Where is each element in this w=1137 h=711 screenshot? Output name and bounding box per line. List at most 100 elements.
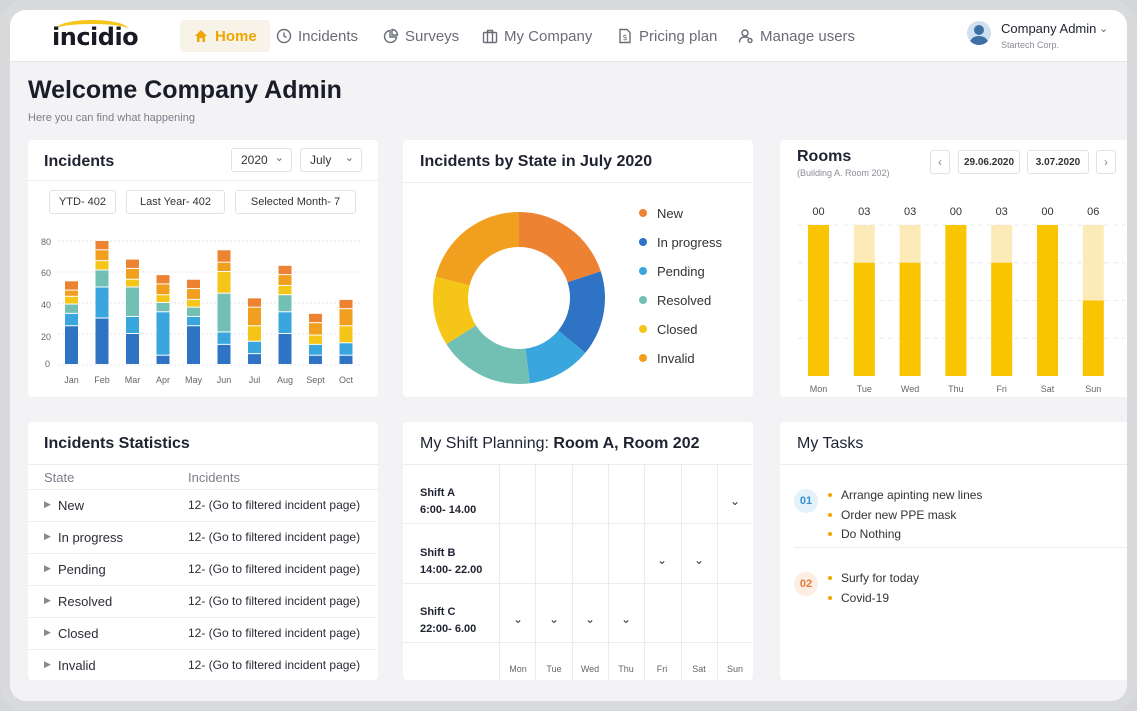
nav-surveys[interactable]: Surveys	[383, 20, 459, 52]
x-tick: May	[184, 375, 202, 385]
shift-a-label: Shift A 6:00- 14.00	[420, 485, 476, 519]
task-item[interactable]: Arrange apinting new lines	[828, 488, 982, 502]
donut-slice-invalid	[435, 212, 519, 286]
bar-segment-closed	[187, 299, 200, 307]
briefcase-icon	[482, 29, 498, 44]
bar-segment-pending	[309, 344, 322, 355]
room-value: 03	[858, 206, 870, 218]
selected-month-pill[interactable]: Selected Month- 7	[235, 190, 356, 214]
shift-check-icon[interactable]: ⌄	[693, 553, 705, 567]
incidents-title: Incidents	[44, 153, 115, 170]
donut-slice-pending	[525, 330, 586, 384]
shift-planning-card: My Shift Planning: Room A, Room 202 Shif…	[403, 422, 753, 680]
nav-incidents[interactable]: Incidents	[276, 20, 358, 52]
incidents-donut-chart	[433, 212, 605, 384]
ytd-pill[interactable]: YTD- 402	[49, 190, 116, 214]
row-incidents-link[interactable]: 12- (Go to filtered incident page)	[188, 594, 361, 608]
table-row[interactable]: ▶ Closed 12- (Go to filtered incident pa…	[28, 618, 376, 650]
chevron-right-icon: ›	[1104, 155, 1108, 169]
room-value: 00	[1041, 206, 1053, 218]
row-state: Resolved	[58, 594, 113, 609]
day-label: Sat	[692, 664, 706, 674]
divider	[403, 464, 753, 465]
room-value: 00	[950, 206, 962, 218]
bar-segment-pending	[126, 316, 139, 333]
row-incidents-link[interactable]: 12- (Go to filtered incident page)	[188, 530, 361, 544]
table-row[interactable]: ▶ New 12- (Go to filtered incident page)	[28, 490, 376, 522]
last-year-pill[interactable]: Last Year- 402	[126, 190, 225, 214]
shift-check-icon[interactable]: ⌄	[512, 612, 524, 626]
user-menu[interactable]: Company Admin Startech Corp. ⌄	[967, 18, 1117, 54]
bar-segment-closed	[278, 285, 292, 295]
year-select[interactable]: 2020 ⌄	[231, 148, 292, 172]
bar-segment-invalid	[248, 307, 261, 326]
nav-manage-users[interactable]: Manage users	[738, 20, 855, 52]
shift-check-icon[interactable]: ⌄	[620, 612, 632, 626]
row-incidents-link[interactable]: 12- (Go to filtered incident page)	[188, 658, 361, 672]
task-item[interactable]: Surfy for today	[828, 571, 919, 585]
legend-item-invalid: Invalid	[639, 350, 695, 366]
room-bar-fill	[945, 225, 967, 376]
table-row[interactable]: ▶ In progress 12- (Go to filtered incide…	[28, 522, 376, 554]
chevron-down-icon: ⌄	[1099, 23, 1109, 35]
legend-item-pending: Pending	[639, 263, 705, 279]
nav-pricing-plan[interactable]: $ Pricing plan	[617, 20, 717, 52]
svg-text:$: $	[622, 33, 627, 42]
day-label: Sat	[1041, 384, 1055, 394]
shift-check-icon[interactable]: ⌄	[584, 612, 596, 626]
column-header-state: State	[44, 470, 75, 485]
caret-right-icon: ▶	[44, 659, 51, 669]
row-state: Invalid	[58, 658, 96, 673]
day-label: Fri	[656, 664, 668, 674]
column-header-incidents: Incidents	[188, 470, 241, 485]
table-row[interactable]: ▶ Resolved 12- (Go to filtered incident …	[28, 586, 376, 618]
task-item[interactable]: Covid-19	[828, 591, 889, 605]
bar-segment-invalid	[187, 289, 200, 299]
document-dollar-icon: $	[619, 28, 631, 44]
y-tick: 80	[41, 237, 52, 247]
next-week-button[interactable]: ›	[1096, 150, 1116, 174]
date-to[interactable]: 3.07.2020	[1027, 150, 1089, 174]
y-tick: 20	[41, 332, 52, 342]
table-row[interactable]: ▶ Invalid 12- (Go to filtered incident p…	[28, 650, 376, 682]
bar-segment-resolved	[217, 293, 231, 332]
shift-b-label: Shift B 14:00- 22.00	[420, 545, 482, 579]
incidents-card: Incidents 2020 ⌄ July ⌄ YTD- 402 Last Ye…	[28, 140, 378, 397]
x-tick: Jan	[64, 375, 79, 385]
bar-segment-pending	[187, 316, 200, 326]
table-row[interactable]: ▶ Pending 12- (Go to filtered incident p…	[28, 554, 376, 586]
donut-slice-new	[519, 212, 601, 283]
user-gear-icon	[738, 29, 753, 44]
nav-my-company[interactable]: My Company	[482, 20, 592, 52]
shift-check-icon[interactable]: ⌄	[729, 494, 741, 508]
nav-home[interactable]: Home	[180, 20, 270, 52]
date-from[interactable]: 29.06.2020	[958, 150, 1020, 174]
month-select[interactable]: July ⌄	[300, 148, 362, 172]
home-icon	[195, 30, 207, 42]
row-incidents-link[interactable]: 12- (Go to filtered incident page)	[188, 498, 361, 512]
my-tasks-card: My Tasks 01 Arrange apinting new lines O…	[780, 422, 1127, 680]
shift-check-icon[interactable]: ⌄	[548, 612, 560, 626]
clock-icon	[276, 28, 292, 44]
logo[interactable]: incidio	[52, 23, 139, 51]
bar-segment-in-progress	[217, 344, 231, 364]
bar-segment-closed	[248, 326, 261, 341]
bar-segment-in-progress	[248, 354, 261, 364]
prev-week-button[interactable]: ‹	[930, 150, 950, 174]
row-incidents-link[interactable]: 12- (Go to filtered incident page)	[188, 626, 361, 640]
bar-segment-pending	[65, 313, 78, 326]
row-incidents-link[interactable]: 12- (Go to filtered incident page)	[188, 562, 361, 576]
shift-planning-rooms: Room A, Room 202	[553, 435, 700, 452]
shift-c-time: 22:00- 6.00	[420, 623, 477, 635]
divider	[403, 583, 753, 584]
bar-segment-closed	[156, 295, 170, 302]
bar-segment-in-progress	[95, 318, 109, 364]
shift-check-icon[interactable]: ⌄	[656, 553, 668, 567]
task-item[interactable]: Do Nothing	[828, 527, 901, 541]
divider	[28, 180, 378, 181]
task-item[interactable]: Order new PPE mask	[828, 508, 956, 522]
bar-segment-in-progress	[339, 355, 353, 364]
bar-segment-pending	[217, 332, 231, 344]
bar-segment-in-progress	[156, 355, 170, 364]
bar-segment-pending	[95, 287, 109, 318]
